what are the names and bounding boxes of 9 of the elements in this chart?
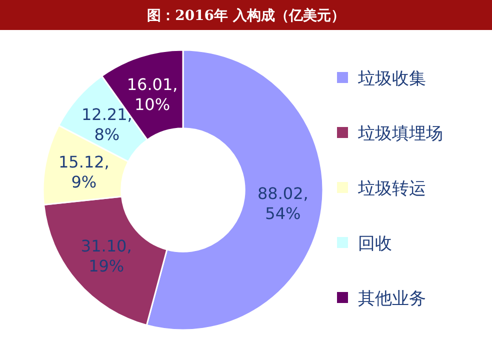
legend-label: 其他业务 xyxy=(358,289,426,309)
legend-label: 垃圾填埋场 xyxy=(357,124,443,144)
chart-title: 图：2016年 入构成（亿美元） xyxy=(147,7,345,24)
data-label: 15.12, 9% xyxy=(58,152,110,192)
data-label: 88.02, 54% xyxy=(257,184,308,224)
data-label: 31.10, 19% xyxy=(80,236,132,276)
legend-label: 回收 xyxy=(358,234,392,254)
legend-label: 垃圾收集 xyxy=(357,69,426,89)
legend-label: 垃圾转运 xyxy=(357,179,426,199)
